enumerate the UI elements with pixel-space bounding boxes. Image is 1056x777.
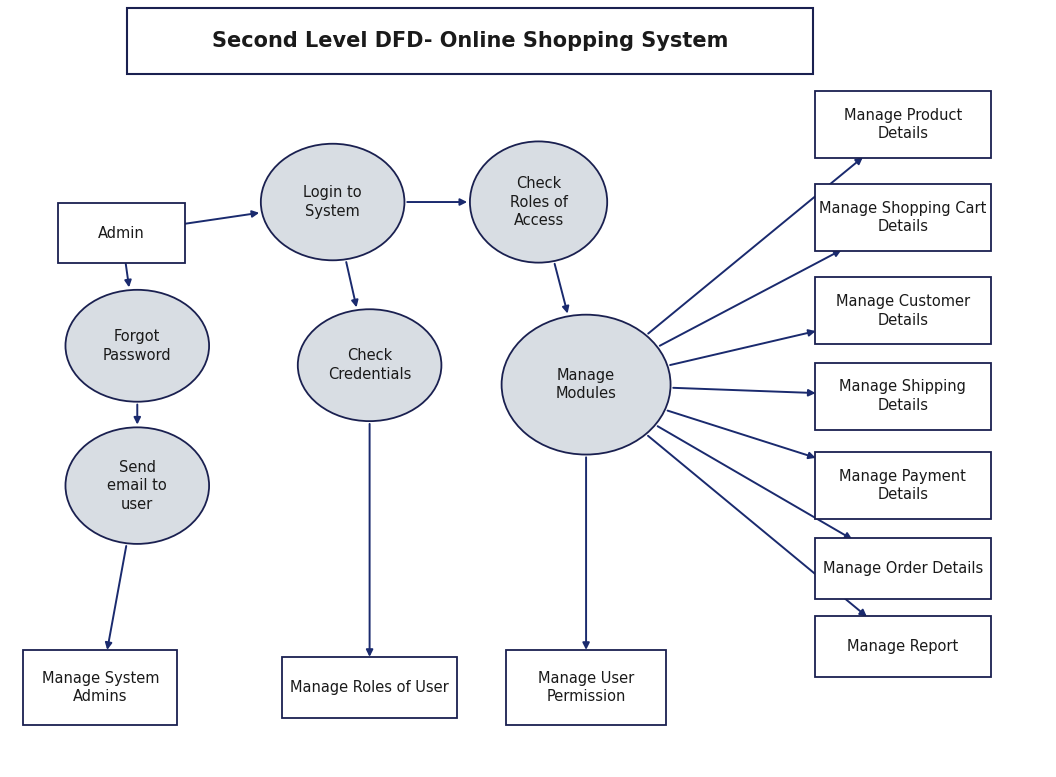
Text: Manage System
Admins: Manage System Admins	[41, 671, 159, 705]
Text: Send
email to
user: Send email to user	[108, 459, 167, 512]
FancyBboxPatch shape	[815, 91, 991, 158]
Text: Check
Roles of
Access: Check Roles of Access	[510, 176, 567, 228]
FancyBboxPatch shape	[23, 650, 177, 725]
Text: Forgot
Password: Forgot Password	[103, 329, 171, 363]
Ellipse shape	[502, 315, 671, 455]
Text: Manage Shopping Cart
Details: Manage Shopping Cart Details	[819, 200, 986, 235]
Text: Manage Shipping
Details: Manage Shipping Details	[840, 379, 966, 413]
Text: Manage Order Details: Manage Order Details	[823, 561, 983, 577]
FancyBboxPatch shape	[57, 203, 186, 263]
FancyBboxPatch shape	[282, 657, 457, 718]
Text: Manage Customer
Details: Manage Customer Details	[835, 294, 970, 328]
Text: Manage User
Permission: Manage User Permission	[538, 671, 635, 705]
Text: Second Level DFD- Online Shopping System: Second Level DFD- Online Shopping System	[212, 31, 728, 51]
FancyBboxPatch shape	[815, 277, 991, 344]
FancyBboxPatch shape	[815, 616, 991, 677]
Ellipse shape	[261, 144, 404, 260]
Text: Manage Payment
Details: Manage Payment Details	[840, 469, 966, 503]
FancyBboxPatch shape	[815, 363, 991, 430]
Text: Check
Credentials: Check Credentials	[328, 348, 411, 382]
Ellipse shape	[65, 427, 209, 544]
FancyBboxPatch shape	[127, 8, 813, 74]
FancyBboxPatch shape	[815, 184, 991, 251]
Text: Manage Report: Manage Report	[847, 639, 959, 654]
Text: Manage Roles of User: Manage Roles of User	[290, 680, 449, 695]
Text: Manage Product
Details: Manage Product Details	[844, 107, 962, 141]
FancyBboxPatch shape	[815, 538, 991, 599]
FancyBboxPatch shape	[815, 452, 991, 519]
FancyBboxPatch shape	[507, 650, 666, 725]
Ellipse shape	[298, 309, 441, 421]
Ellipse shape	[65, 290, 209, 402]
Text: Login to
System: Login to System	[303, 185, 362, 219]
Text: Manage
Modules: Manage Modules	[555, 368, 617, 402]
Ellipse shape	[470, 141, 607, 263]
Text: Admin: Admin	[98, 225, 145, 241]
